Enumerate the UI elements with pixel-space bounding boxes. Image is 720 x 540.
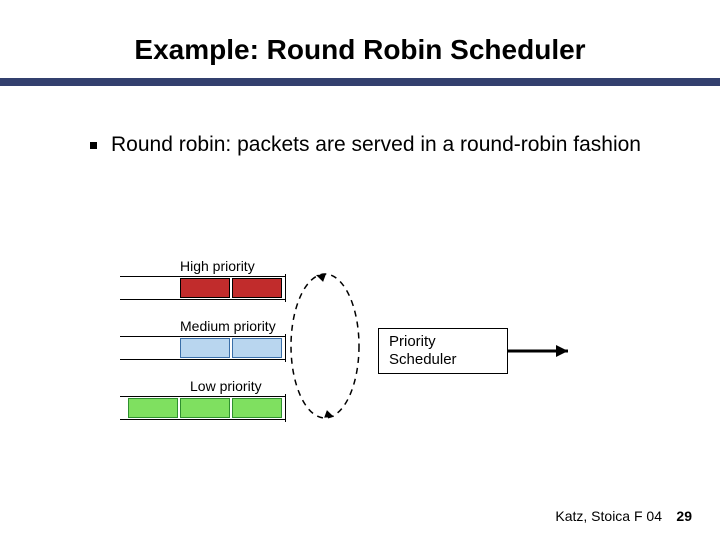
packet bbox=[232, 338, 282, 358]
queue-label-high: High priority bbox=[180, 258, 255, 274]
footer-page-number: 29 bbox=[676, 508, 692, 524]
packet bbox=[232, 278, 282, 298]
bullet-1: Round robin: packets are served in a rou… bbox=[90, 132, 660, 158]
packet bbox=[180, 338, 230, 358]
scheduler-label-line1: Priority bbox=[389, 333, 436, 350]
packet bbox=[180, 398, 230, 418]
queue-label-low: Low priority bbox=[190, 378, 262, 394]
packet bbox=[128, 398, 178, 418]
queue-end-tick bbox=[285, 274, 286, 302]
queue-end-tick bbox=[285, 334, 286, 362]
scheduler-label: Priority Scheduler bbox=[389, 333, 457, 369]
queue-low bbox=[120, 396, 285, 420]
queue-high bbox=[120, 276, 285, 300]
slide-title: Example: Round Robin Scheduler bbox=[0, 34, 720, 66]
packet bbox=[232, 398, 282, 418]
scheduler-box: Priority Scheduler bbox=[378, 328, 508, 374]
title-rule bbox=[0, 78, 720, 86]
queue-label-medium: Medium priority bbox=[180, 318, 276, 334]
scheduler-label-line2: Scheduler bbox=[389, 351, 457, 368]
bullet-text: Round robin: packets are served in a rou… bbox=[111, 132, 641, 158]
queue-medium bbox=[120, 336, 285, 360]
queue-end-tick bbox=[285, 394, 286, 422]
rr-diagram: High priority Medium priority Low priori… bbox=[120, 258, 600, 458]
packet bbox=[180, 278, 230, 298]
bullet-marker bbox=[90, 142, 97, 149]
footer-credit: Katz, Stoica F 04 bbox=[555, 508, 662, 524]
